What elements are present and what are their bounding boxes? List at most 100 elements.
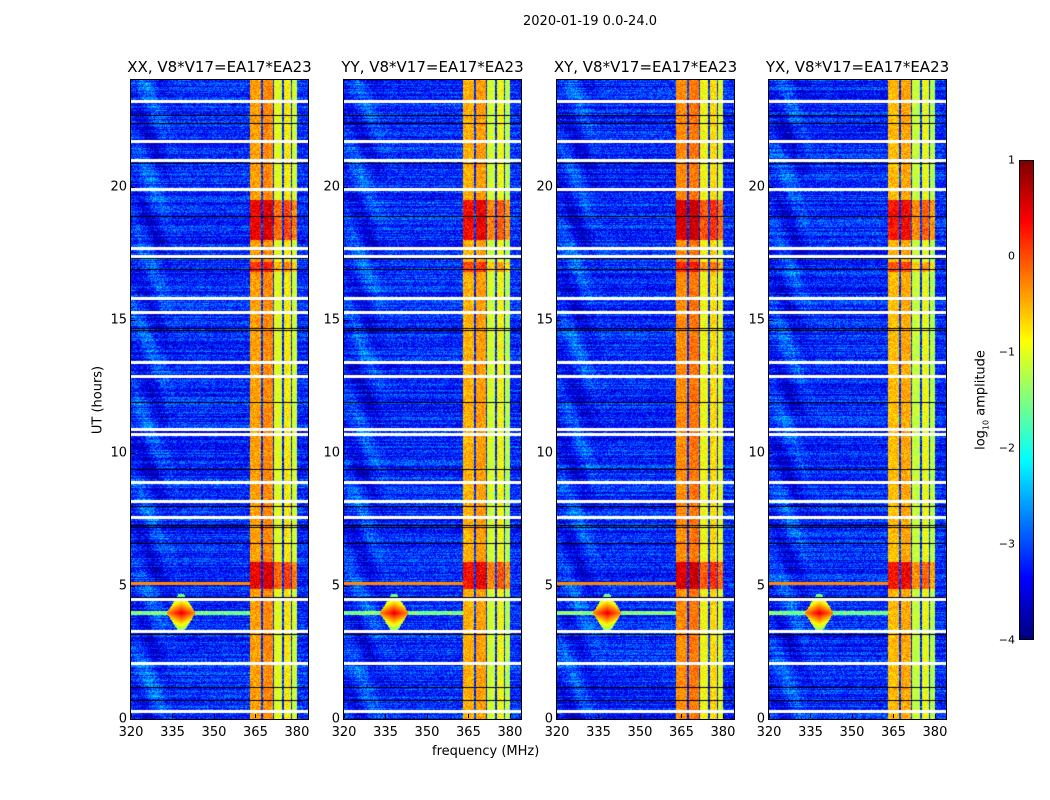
x-tick-label: 365: [243, 725, 268, 740]
x-tick-mark: [810, 714, 812, 718]
x-tick-mark: [681, 714, 683, 718]
colorbar-label: log10 amplitude: [973, 350, 991, 450]
colorbar-tick-label: −3: [998, 537, 1015, 551]
x-tick-label: 320: [118, 725, 144, 740]
y-tick-label: 5: [756, 578, 765, 594]
spectrogram-heatmap: [557, 80, 734, 719]
x-tick-mark: [296, 714, 298, 718]
x-tick-label: 350: [839, 725, 865, 740]
x-tick-mark: [598, 714, 600, 718]
figure-title: 2020-01-19 0.0-24.0: [523, 14, 657, 29]
y-tick-mark: [344, 719, 348, 720]
spectrogram-panel-4: YX, V8*V17=EA17*EA23 0 5 10 15 20 320 335 350 365…: [748, 58, 949, 740]
y-tick-label: 0: [544, 711, 553, 727]
x-tick-mark: [468, 714, 470, 718]
spectrogram-heatmap: [131, 80, 308, 719]
x-tick-mark: [131, 714, 132, 718]
y-tick-label: 5: [331, 578, 340, 594]
x-tick-mark: [172, 714, 174, 718]
panel-title: XX, V8*V17=EA17*EA23: [127, 58, 312, 76]
y-tick-label: 0: [331, 711, 340, 727]
x-tick-label: 380: [710, 725, 736, 740]
y-tick-mark: [131, 186, 135, 188]
colorbar-tick-label: 0: [1008, 249, 1015, 263]
x-tick-label: 350: [414, 725, 440, 740]
y-tick-label: 10: [110, 445, 127, 461]
y-tick-mark: [131, 452, 135, 454]
x-tick-label: 365: [669, 725, 694, 740]
axes-frame: [768, 79, 947, 720]
spectrogram-panel-1: XX, V8*V17=EA17*EA23 0 5 10 15 20 320 335 350 365…: [110, 58, 311, 740]
axes-frame: [556, 79, 735, 720]
y-tick-mark: [557, 319, 561, 321]
panel-title: XY, V8*V17=EA17*EA23: [553, 58, 738, 76]
colorbar-tick-label: −2: [998, 441, 1015, 455]
x-tick-label: 335: [160, 725, 185, 740]
x-tick-mark: [385, 714, 387, 718]
y-tick-label: 15: [110, 312, 127, 328]
x-tick-label: 335: [586, 725, 611, 740]
spectrogram-panel-2: YY, V8*V17=EA17*EA23 0 5 10 15 20 320 335 350 365…: [323, 58, 523, 740]
spectrogram-panel-3: XY, V8*V17=EA17*EA23 0 5 10 15 20 320 335 350 365…: [536, 58, 737, 740]
y-tick-mark: [344, 319, 348, 321]
x-axis-label: frequency (MHz): [432, 744, 540, 759]
y-axis-label: UT (hours): [90, 365, 106, 435]
x-tick-mark: [722, 714, 724, 718]
x-tick-mark: [893, 714, 895, 718]
x-tick-mark: [255, 714, 257, 718]
x-tick-mark: [344, 714, 345, 718]
y-tick-label: 15: [536, 312, 553, 328]
x-tick-label: 365: [881, 725, 906, 740]
x-tick-label: 365: [456, 725, 481, 740]
y-tick-mark: [557, 186, 561, 188]
x-tick-mark: [557, 714, 558, 718]
x-tick-mark: [509, 714, 511, 718]
panel-title: YY, V8*V17=EA17*EA23: [341, 58, 524, 76]
x-tick-mark: [934, 714, 936, 718]
y-tick-label: 20: [323, 179, 340, 194]
y-tick-label: 5: [118, 578, 127, 594]
colorbar: [1019, 160, 1034, 640]
x-tick-label: 380: [497, 725, 523, 740]
y-tick-label: 20: [748, 179, 765, 194]
y-tick-mark: [131, 585, 135, 587]
x-tick-label: 335: [373, 725, 398, 740]
x-tick-mark: [426, 714, 428, 718]
x-tick-label: 380: [284, 725, 310, 740]
x-tick-label: 320: [544, 725, 570, 740]
y-tick-mark: [344, 585, 348, 587]
x-tick-label: 320: [331, 725, 357, 740]
y-tick-label: 5: [544, 578, 553, 594]
y-tick-label: 15: [323, 312, 340, 328]
y-tick-mark: [557, 719, 561, 720]
axes-frame: [343, 79, 522, 720]
colorbar-tick-label: 1: [1008, 153, 1015, 167]
y-tick-mark: [344, 186, 348, 188]
x-tick-mark: [769, 714, 770, 718]
x-tick-mark: [639, 714, 641, 718]
x-tick-label: 350: [201, 725, 227, 740]
axes-frame: [130, 79, 309, 720]
y-tick-label: 0: [756, 711, 765, 727]
y-tick-label: 20: [536, 179, 553, 194]
x-tick-label: 320: [756, 725, 782, 740]
y-tick-label: 10: [536, 445, 553, 461]
x-tick-label: 335: [798, 725, 823, 740]
y-tick-mark: [769, 452, 773, 454]
y-tick-mark: [344, 452, 348, 454]
y-tick-mark: [769, 585, 773, 587]
y-tick-label: 15: [748, 312, 765, 328]
y-tick-label: 10: [748, 445, 765, 461]
x-tick-mark: [851, 714, 853, 718]
y-tick-mark: [769, 319, 773, 321]
colorbar-tick-label: −1: [998, 345, 1015, 359]
x-tick-label: 380: [922, 725, 948, 740]
y-tick-mark: [557, 452, 561, 454]
x-tick-label: 350: [627, 725, 653, 740]
colorbar-tick-label: −4: [998, 633, 1015, 647]
y-tick-mark: [557, 585, 561, 587]
y-tick-mark: [131, 319, 135, 321]
spectrogram-heatmap: [344, 80, 521, 719]
spectrogram-heatmap: [769, 80, 946, 719]
y-tick-mark: [769, 186, 773, 188]
